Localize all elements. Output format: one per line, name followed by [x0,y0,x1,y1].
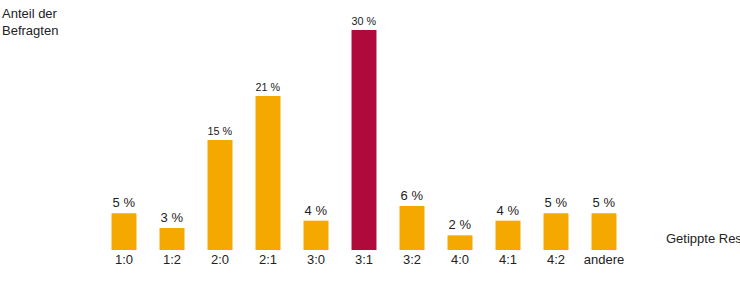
svg-text:4:0: 4:0 [451,252,469,267]
svg-text:5 %: 5 % [593,195,616,210]
svg-text:3 %: 3 % [161,210,184,225]
svg-text:andere: andere [584,252,624,267]
svg-text:4:1: 4:1 [499,252,517,267]
svg-text:5 %: 5 % [545,195,568,210]
svg-text:6 %: 6 % [401,188,424,203]
svg-text:15 %: 15 % [208,125,233,137]
svg-text:4 %: 4 % [305,203,328,218]
svg-text:3:2: 3:2 [403,252,421,267]
svg-text:3:1: 3:1 [355,252,373,267]
svg-text:2:0: 2:0 [211,252,229,267]
svg-text:3:0: 3:0 [307,252,325,267]
svg-text:21 %: 21 % [256,81,281,93]
svg-text:30 %: 30 % [352,15,377,27]
svg-text:2:1: 2:1 [259,252,277,267]
svg-text:5 %: 5 % [113,195,136,210]
svg-text:1:2: 1:2 [163,252,181,267]
svg-text:Getippte Resultate: Getippte Resultate [666,231,740,246]
svg-text:Anteil derBefragten: Anteil derBefragten [2,6,58,38]
svg-text:4:2: 4:2 [547,252,565,267]
svg-text:1:0: 1:0 [115,252,133,267]
svg-text:4 %: 4 % [497,203,520,218]
svg-text:2 %: 2 % [449,217,472,232]
